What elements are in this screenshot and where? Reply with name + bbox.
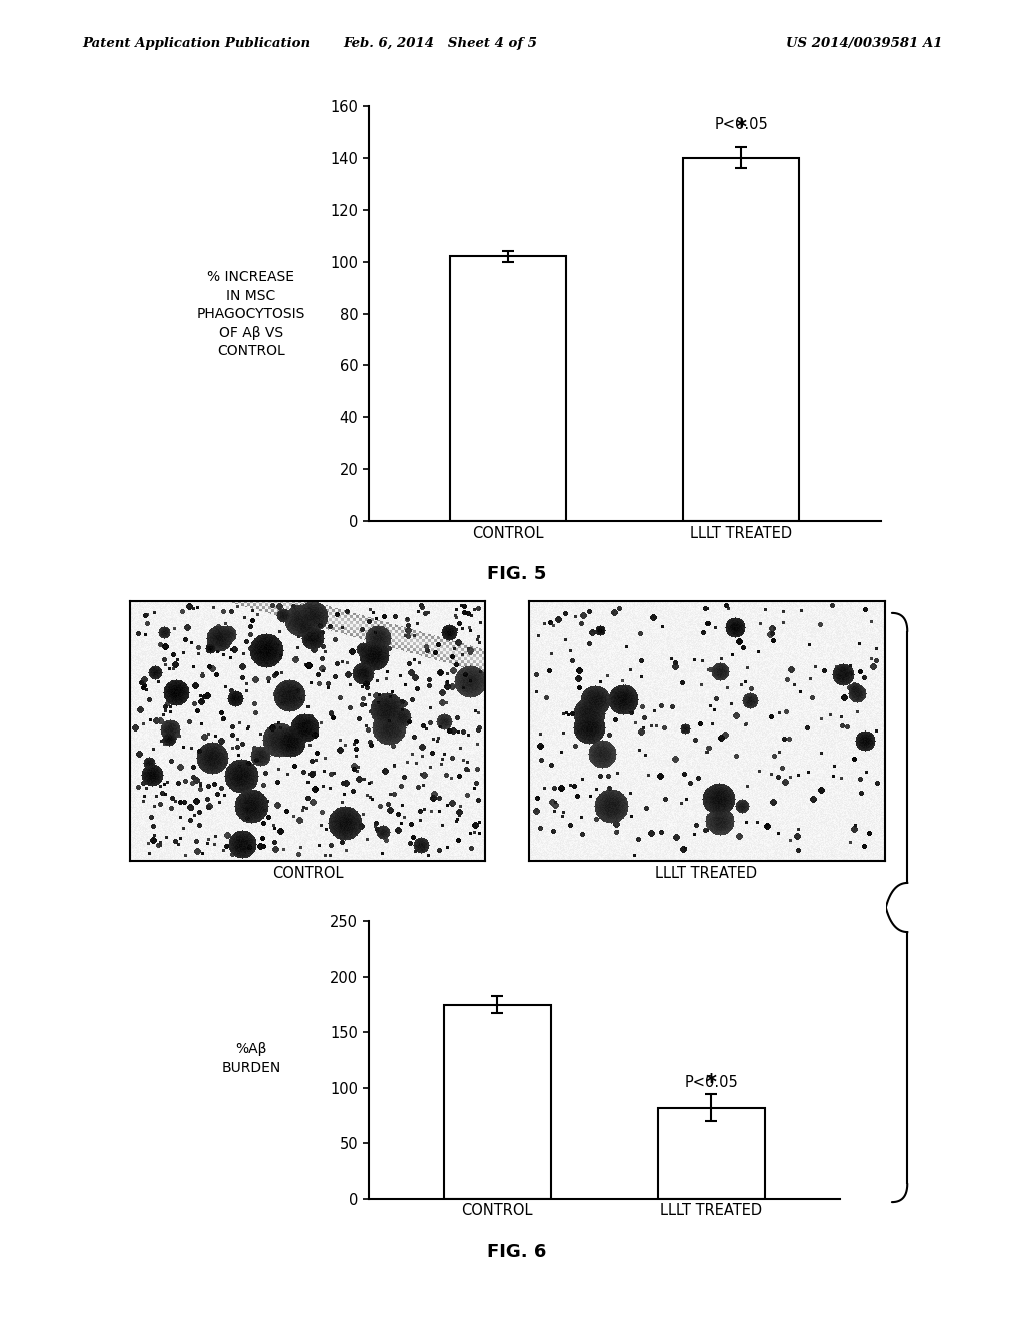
Bar [451, 256, 566, 521]
Text: *: * [735, 117, 746, 139]
Text: Patent Application Publication: Patent Application Publication [82, 37, 310, 50]
Text: % INCREASE
IN MSC
PHAGOCYTOSIS
OF Aβ VS
CONTROL: % INCREASE IN MSC PHAGOCYTOSIS OF Aβ VS … [197, 271, 305, 358]
Text: P<0.05: P<0.05 [684, 1074, 738, 1090]
Text: LLLT TREATED: LLLT TREATED [655, 866, 758, 880]
Bar [443, 1005, 551, 1199]
Text: FIG. 5: FIG. 5 [487, 565, 547, 583]
Text: %Aβ
BURDEN: %Aβ BURDEN [221, 1043, 281, 1074]
Text: P<0.05: P<0.05 [714, 116, 768, 132]
Text: FIG. 6: FIG. 6 [487, 1243, 547, 1262]
Text: US 2014/0039581 A1: US 2014/0039581 A1 [785, 37, 942, 50]
Bar [683, 157, 799, 521]
Bar [657, 1107, 765, 1199]
Text: CONTROL: CONTROL [272, 866, 344, 880]
Text: Feb. 6, 2014   Sheet 4 of 5: Feb. 6, 2014 Sheet 4 of 5 [343, 37, 538, 50]
Text: *: * [706, 1073, 717, 1093]
